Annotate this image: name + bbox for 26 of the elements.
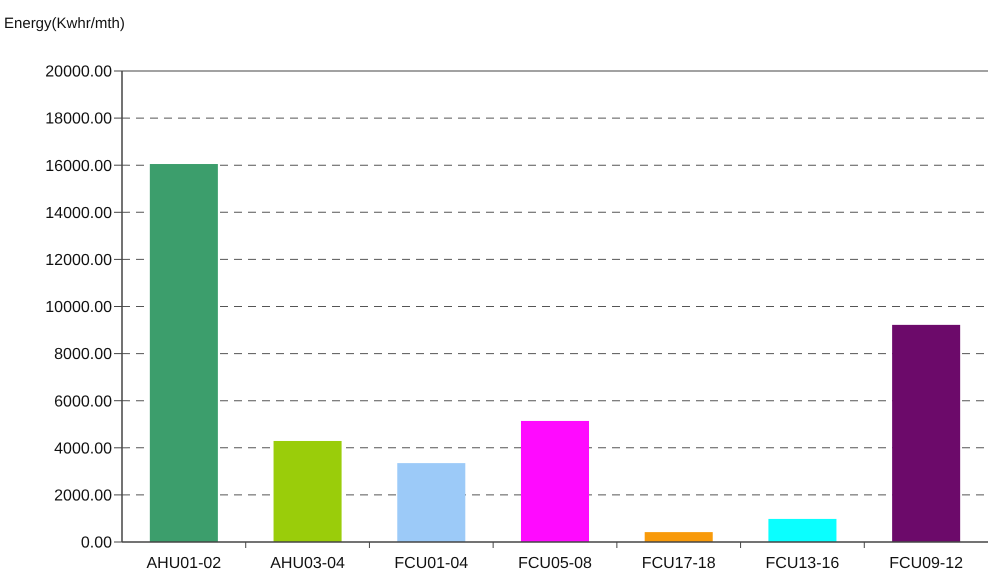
bar <box>397 463 466 542</box>
bar <box>520 420 590 542</box>
bar <box>150 164 218 542</box>
y-tick-label: 2000.00 <box>54 488 112 504</box>
x-tick-label: AHU01-02 <box>146 555 222 572</box>
y-tick-label: 16000.00 <box>45 158 112 175</box>
y-tick-label: 20000.00 <box>45 64 112 81</box>
y-tick-label: 18000.00 <box>45 110 112 128</box>
bar <box>274 440 342 542</box>
y-tick-label: 12000.00 <box>45 252 112 269</box>
x-tick-label: AHU03-04 <box>270 555 346 572</box>
y-tick-label: 6000.00 <box>54 393 112 410</box>
x-tick-label: FCU01-04 <box>394 555 468 572</box>
y-tick-label: 14000.00 <box>45 204 112 222</box>
x-tick-label: FCU13-16 <box>766 555 840 572</box>
y-tick-label: 8000.00 <box>54 346 112 364</box>
x-tick-label: FCU09-12 <box>889 555 964 572</box>
bar <box>892 324 960 542</box>
y-tick-label: 10000.00 <box>45 299 112 316</box>
y-axis-title: Energy(Kwhr/mth) <box>4 15 125 32</box>
x-tick-label: FCU05-08 <box>518 555 592 572</box>
bar <box>644 532 713 542</box>
x-tick-label: FCU17-18 <box>642 555 716 572</box>
bar <box>768 518 836 542</box>
y-tick-label: 4000.00 <box>54 440 112 458</box>
y-tick-label: 0.00 <box>80 534 112 552</box>
